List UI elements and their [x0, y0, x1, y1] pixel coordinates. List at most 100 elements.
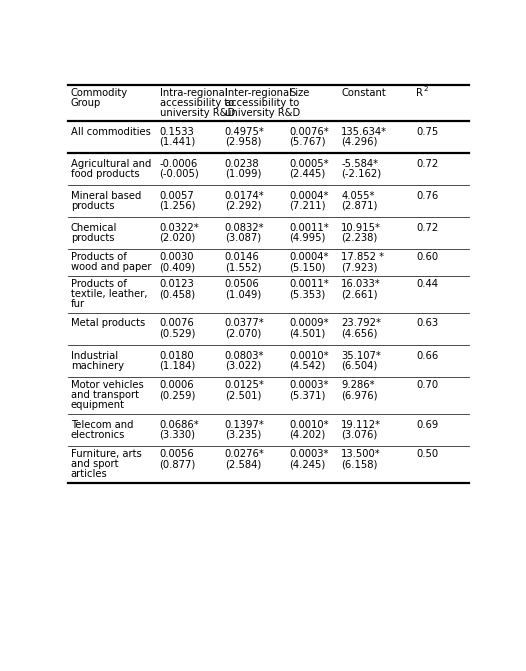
- Text: Inter-regional: Inter-regional: [225, 88, 292, 98]
- Text: and sport: and sport: [70, 459, 118, 469]
- Text: (2.584): (2.584): [225, 459, 261, 469]
- Text: 17.852 *: 17.852 *: [341, 252, 385, 262]
- Text: 0.0125*: 0.0125*: [225, 380, 265, 390]
- Text: university R&D: university R&D: [225, 108, 300, 118]
- Text: machinery: machinery: [70, 361, 124, 370]
- Text: (6.976): (6.976): [341, 390, 378, 400]
- Text: 0.44: 0.44: [417, 279, 438, 289]
- Text: (6.158): (6.158): [341, 459, 378, 469]
- Text: (1.099): (1.099): [225, 168, 261, 178]
- Text: 0.0057: 0.0057: [159, 191, 194, 201]
- Text: university R&D: university R&D: [159, 108, 235, 118]
- Text: 19.112*: 19.112*: [341, 419, 381, 429]
- Text: 4.055*: 4.055*: [341, 191, 375, 201]
- Text: Group: Group: [70, 98, 101, 108]
- Text: -5.584*: -5.584*: [341, 158, 378, 168]
- Text: 0.0056: 0.0056: [159, 449, 194, 459]
- Text: 0.0076: 0.0076: [159, 319, 194, 329]
- Text: 0.0003*: 0.0003*: [289, 449, 329, 459]
- Text: Furniture, arts: Furniture, arts: [70, 449, 141, 459]
- Text: (0.529): (0.529): [159, 329, 196, 339]
- Text: (1.552): (1.552): [225, 262, 261, 272]
- Text: Industrial: Industrial: [70, 350, 118, 360]
- Text: Motor vehicles: Motor vehicles: [70, 380, 144, 390]
- Text: 0.75: 0.75: [417, 127, 439, 136]
- Text: 0.76: 0.76: [417, 191, 439, 201]
- Text: (0.409): (0.409): [159, 262, 196, 272]
- Text: 0.0004*: 0.0004*: [289, 252, 329, 262]
- Text: 0.0010*: 0.0010*: [289, 350, 329, 360]
- Text: 0.0010*: 0.0010*: [289, 419, 329, 429]
- Text: (7.923): (7.923): [341, 262, 378, 272]
- Text: (2.238): (2.238): [341, 233, 378, 243]
- Text: 0.72: 0.72: [417, 223, 439, 233]
- Text: (4.501): (4.501): [289, 329, 326, 339]
- Text: 0.0276*: 0.0276*: [225, 449, 265, 459]
- Text: 0.0174*: 0.0174*: [225, 191, 265, 201]
- Text: 0.0011*: 0.0011*: [289, 223, 329, 233]
- Text: -0.0006: -0.0006: [159, 158, 198, 168]
- Text: (1.441): (1.441): [159, 137, 196, 147]
- Text: fur: fur: [70, 299, 85, 309]
- Text: 0.0009*: 0.0009*: [289, 319, 329, 329]
- Text: All commodities: All commodities: [70, 127, 150, 136]
- Text: 0.0076*: 0.0076*: [289, 127, 329, 136]
- Text: Constant: Constant: [341, 88, 386, 98]
- Text: 0.0180: 0.0180: [159, 350, 194, 360]
- Text: (4.245): (4.245): [289, 459, 326, 469]
- Text: Size: Size: [289, 88, 309, 98]
- Text: products: products: [70, 233, 114, 243]
- Text: (2.445): (2.445): [289, 168, 326, 178]
- Text: and transport: and transport: [70, 390, 139, 400]
- Text: (3.330): (3.330): [159, 429, 196, 440]
- Text: 13.500*: 13.500*: [341, 449, 381, 459]
- Text: equipment: equipment: [70, 401, 125, 410]
- Text: Products of: Products of: [70, 252, 127, 262]
- Text: 0.0006: 0.0006: [159, 380, 194, 390]
- Text: food products: food products: [70, 168, 139, 178]
- Text: 0.66: 0.66: [417, 350, 439, 360]
- Text: (1.049): (1.049): [225, 289, 261, 299]
- Text: 0.63: 0.63: [417, 319, 439, 329]
- Text: 0.72: 0.72: [417, 158, 439, 168]
- Text: (7.211): (7.211): [289, 201, 326, 211]
- Text: 10.915*: 10.915*: [341, 223, 381, 233]
- Text: (5.371): (5.371): [289, 390, 326, 400]
- Text: (2.871): (2.871): [341, 201, 378, 211]
- Text: electronics: electronics: [70, 429, 125, 440]
- Text: (5.150): (5.150): [289, 262, 326, 272]
- Text: 23.792*: 23.792*: [341, 319, 381, 329]
- Text: wood and paper: wood and paper: [70, 262, 151, 272]
- Text: 0.0803*: 0.0803*: [225, 350, 264, 360]
- Text: 0.60: 0.60: [417, 252, 439, 262]
- Text: 0.0377*: 0.0377*: [225, 319, 265, 329]
- Text: 0.0030: 0.0030: [159, 252, 194, 262]
- Text: Commodity: Commodity: [70, 88, 128, 98]
- Text: 35.107*: 35.107*: [341, 350, 381, 360]
- Text: (4.296): (4.296): [341, 137, 378, 147]
- Text: Agricultural and: Agricultural and: [70, 158, 151, 168]
- Text: (5.767): (5.767): [289, 137, 326, 147]
- Text: 9.286*: 9.286*: [341, 380, 375, 390]
- Text: (6.504): (6.504): [341, 361, 378, 370]
- Text: 0.0005*: 0.0005*: [289, 158, 329, 168]
- Text: 0.1397*: 0.1397*: [225, 419, 265, 429]
- Text: (0.458): (0.458): [159, 289, 196, 299]
- Text: (-0.005): (-0.005): [159, 168, 199, 178]
- Text: 0.0123: 0.0123: [159, 279, 194, 289]
- Text: (0.259): (0.259): [159, 390, 196, 400]
- Text: products: products: [70, 201, 114, 211]
- Text: (1.256): (1.256): [159, 201, 196, 211]
- Text: (3.022): (3.022): [225, 361, 261, 370]
- Text: Telecom and: Telecom and: [70, 419, 133, 429]
- Text: 0.4975*: 0.4975*: [225, 127, 265, 136]
- Text: (-2.162): (-2.162): [341, 168, 381, 178]
- Text: 0.0003*: 0.0003*: [289, 380, 329, 390]
- Text: (0.877): (0.877): [159, 459, 196, 469]
- Text: (2.958): (2.958): [225, 137, 261, 147]
- Text: 135.634*: 135.634*: [341, 127, 388, 136]
- Text: (2.070): (2.070): [225, 329, 261, 339]
- Text: Metal products: Metal products: [70, 319, 145, 329]
- Text: 0.0686*: 0.0686*: [159, 419, 199, 429]
- Text: (2.501): (2.501): [225, 390, 261, 400]
